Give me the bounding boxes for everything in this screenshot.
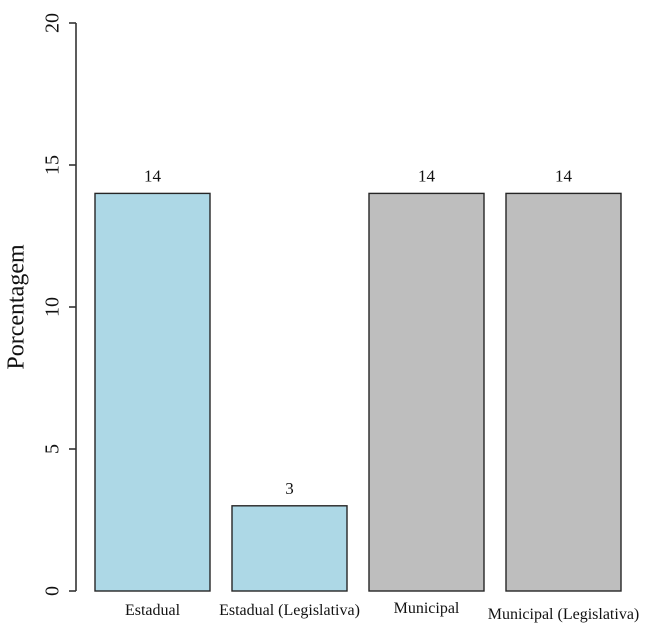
- x-category-label: Estadual (Legislativa): [219, 602, 360, 619]
- bar-value-label: 14: [555, 166, 573, 185]
- bar-value-label: 3: [285, 479, 294, 498]
- y-axis-tick-label: 5: [42, 444, 64, 454]
- bar-1: [94, 192, 211, 592]
- y-axis-title: Porcentagem: [4, 244, 30, 370]
- bar-value-label: 14: [418, 166, 436, 185]
- y-axis-tick-label: 20: [42, 13, 64, 33]
- y-axis-tick-label: 15: [42, 155, 64, 175]
- bar-4: [505, 192, 622, 592]
- bar-value-label: 14: [144, 166, 162, 185]
- y-axis-tick-label: 0: [42, 586, 64, 596]
- x-category-label: Estadual: [125, 602, 181, 619]
- x-category-label: Municipal (Legislativa): [488, 606, 640, 623]
- bar-3: [368, 192, 485, 592]
- bar-2: [231, 505, 348, 592]
- y-axis-tick-label: 10: [42, 297, 64, 317]
- x-category-label: Municipal: [394, 600, 460, 617]
